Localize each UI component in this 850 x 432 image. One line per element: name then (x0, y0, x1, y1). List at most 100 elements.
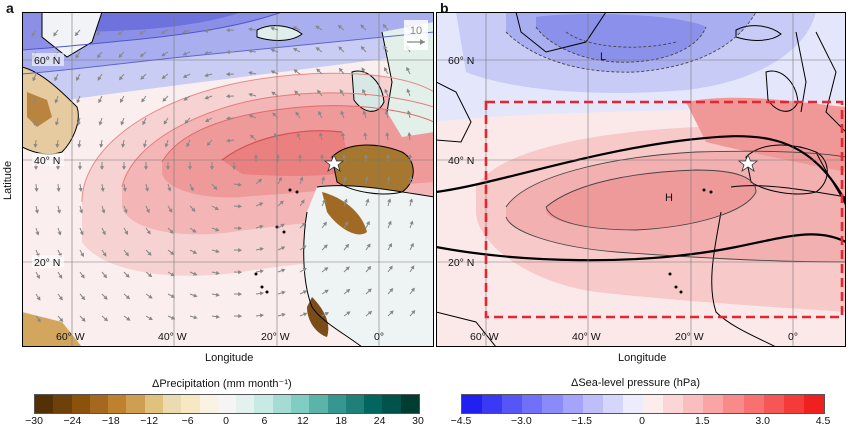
wind-vector-head (345, 266, 350, 271)
wind-vector-head (249, 134, 255, 139)
wind-vector-head (301, 222, 306, 227)
wind-vector-head (407, 132, 412, 137)
wind-vector-head (100, 187, 105, 192)
wind-vector-head (238, 292, 243, 297)
wind-vector-head (162, 97, 167, 102)
wind-vector-head (215, 270, 220, 275)
wind-vector-head (279, 200, 284, 205)
panel-b-map: L H 60° N 40° N 20° N 60° W 40° W 20° W … (436, 12, 846, 347)
wind-vector-head (406, 66, 410, 72)
wind-vector-head (35, 231, 40, 236)
precip-colorbar-swatch (162, 395, 182, 413)
slp-colorbar-tick-label: 0 (639, 415, 645, 427)
wind-vector-head (170, 294, 176, 298)
wind-vector-head (278, 176, 282, 182)
wind-vector-head (337, 24, 343, 29)
wind-vector-head (193, 315, 198, 320)
wind-vector-head (365, 198, 370, 203)
wind-vector-head (189, 186, 194, 192)
wind-vector-head (193, 293, 198, 298)
wind-vector-head (315, 47, 320, 52)
slp-colorbar-swatch (602, 395, 623, 413)
wind-vector-head (97, 76, 102, 81)
precip-colorbar (34, 394, 420, 414)
wind-vector-head (226, 138, 231, 143)
wind-vector-head (215, 314, 220, 319)
wind-vector-head (322, 221, 327, 226)
wind-vector-head (338, 67, 343, 73)
vector-scale-label: 10 (410, 25, 422, 37)
wind-vector-head (248, 27, 253, 32)
wind-vector-head (407, 153, 413, 158)
africa-land (303, 185, 434, 347)
wind-vector-head (388, 243, 393, 248)
wind-vector-head (248, 49, 253, 54)
wind-vector-head (409, 220, 414, 225)
wind-vector-head (366, 220, 370, 226)
wind-vector-head (163, 120, 168, 125)
wind-vector-head (142, 120, 147, 126)
wind-vector-head (78, 187, 83, 192)
slp-colorbar-swatch (703, 395, 724, 413)
precip-colorbar-swatch (71, 395, 90, 413)
wind-vector-head (76, 99, 81, 104)
wind-vector-head (213, 185, 218, 191)
precip-colorbar-ticks: −30 −24 −18 −12 −6 0 6 12 18 24 30 (25, 415, 424, 429)
wind-vector-head (361, 67, 366, 72)
wind-vector-head (165, 166, 171, 171)
low-pressure-contours (505, 12, 757, 73)
panel-a-lon-label-20w: 20° W (261, 331, 290, 343)
wind-vector-head (76, 121, 81, 126)
wind-vector-head (259, 247, 264, 252)
wind-vector-head (383, 67, 388, 72)
wind-vector-head (343, 198, 348, 203)
wind-vector-head (96, 31, 101, 36)
wind-vector-head (103, 273, 108, 279)
wind-vector-head (248, 92, 253, 97)
wind-vector-head (122, 187, 127, 192)
wind-vector-head (382, 23, 387, 29)
panel-b-lon-label-60w: 60° W (470, 331, 499, 343)
wind-vector-head (98, 121, 103, 126)
wind-vector-head (182, 51, 187, 56)
wind-vector-head (209, 166, 215, 171)
wind-vector-head (204, 73, 209, 78)
wind-vector-head (192, 250, 198, 254)
wind-vector-head (118, 53, 123, 58)
wind-vector-head (408, 176, 413, 181)
iceland-land (257, 25, 302, 41)
precip-colorbar-swatch (108, 395, 127, 413)
slp-colorbar-swatch (562, 395, 583, 413)
precip-colorbar-swatch (199, 395, 218, 413)
wind-vector-head (36, 318, 41, 323)
wind-vector-head (385, 153, 391, 158)
wind-vector-head (339, 89, 344, 94)
wind-vector-head (270, 70, 276, 75)
wind-vector-head (322, 198, 326, 204)
wind-vector-head (54, 121, 60, 126)
wind-vector-head (160, 30, 166, 34)
wind-vector-head (206, 141, 211, 147)
wind-vector-head (231, 166, 237, 171)
precip-colorbar-tick-label: −24 (63, 415, 82, 427)
slp-colorbar-title: ΔSea-level pressure (hPa) (571, 377, 701, 389)
analysis-region-box (484, 100, 844, 319)
wind-vector-head (324, 289, 329, 294)
wind-vector-head (280, 223, 285, 228)
high-pressure-label: H (665, 192, 673, 204)
wind-vector-head (238, 270, 243, 275)
wind-vector-head (56, 209, 62, 214)
wind-vector-head (99, 166, 105, 171)
wind-vector-head (384, 110, 389, 115)
wind-vector-head (338, 46, 343, 51)
uk-land (352, 71, 384, 112)
wind-vector-head (297, 153, 303, 158)
wind-vector-head (238, 313, 243, 319)
wind-vector-head (55, 143, 60, 148)
wind-vector-head (121, 166, 127, 171)
wind-vector-head (33, 166, 39, 171)
slp-colorbar-swatch (803, 395, 824, 413)
wind-vector-head (387, 198, 392, 203)
panel-a-lon-label-40w: 40° W (158, 331, 187, 343)
wind-vector-head (168, 208, 173, 213)
